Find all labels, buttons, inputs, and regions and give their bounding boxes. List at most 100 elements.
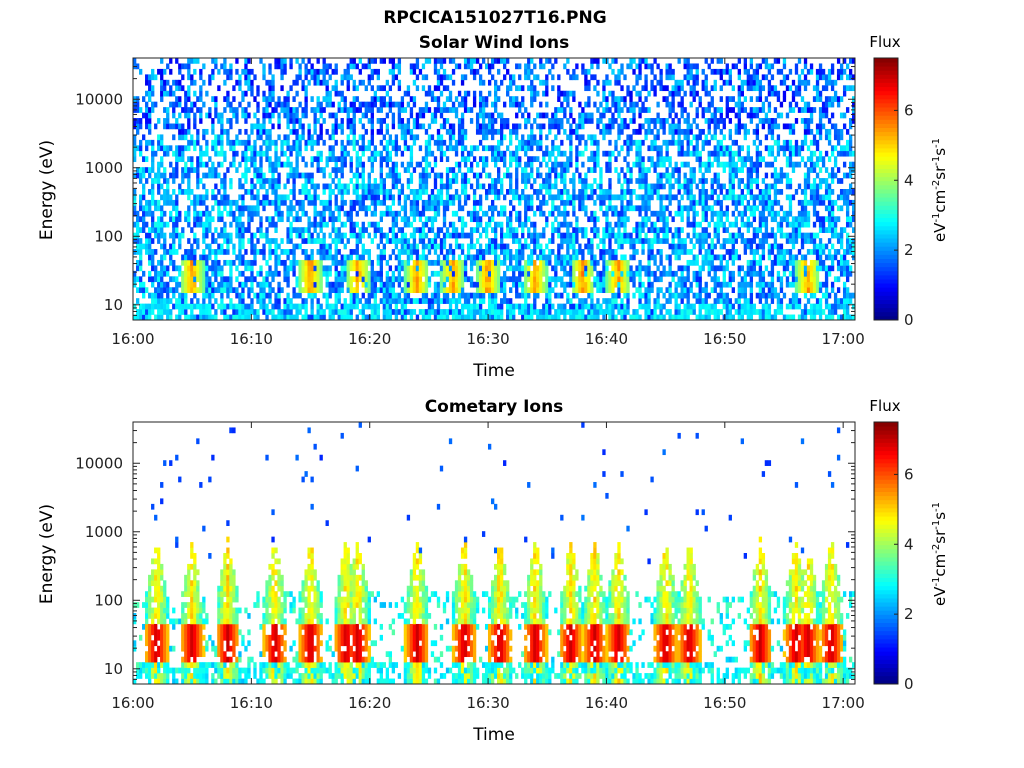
spectrogram-cell	[304, 210, 308, 217]
spectrogram-cell	[665, 227, 669, 233]
spectrogram-cell	[238, 79, 242, 86]
spectrogram-cell	[548, 156, 552, 163]
spectrogram-cell	[304, 145, 308, 152]
spectrogram-cell	[325, 254, 329, 261]
spectrogram-cell	[427, 243, 432, 250]
spectrogram-cell	[512, 254, 516, 261]
spectrogram-cell	[265, 216, 269, 223]
spectrogram-cell	[560, 167, 564, 173]
spectrogram-cell	[364, 249, 368, 255]
spectrogram-cell	[355, 243, 359, 250]
spectrogram-cell	[596, 309, 600, 315]
spectrogram-cell	[638, 74, 642, 81]
spectrogram-cell	[286, 309, 290, 315]
spectrogram-cell	[136, 238, 140, 244]
spectrogram-cell	[515, 134, 519, 141]
spectrogram-cell	[184, 303, 188, 310]
spectrogram-cell	[178, 292, 182, 299]
spectrogram-cell	[268, 139, 272, 146]
spectrogram-cell	[292, 96, 296, 102]
spectrogram-cell	[587, 183, 591, 190]
spectrogram-cell	[433, 270, 438, 277]
spectrogram-cell	[373, 292, 377, 299]
spectrogram-cell	[304, 303, 308, 310]
spectrogram-cell	[584, 276, 588, 283]
spectrogram-cell	[157, 145, 161, 152]
spectrogram-cell	[575, 276, 579, 283]
spectrogram-cell	[136, 309, 140, 315]
spectrogram-cell	[322, 189, 326, 195]
spectrogram-cell	[581, 254, 585, 261]
spectrogram-cell	[346, 139, 350, 146]
spectrogram-cell	[409, 276, 414, 283]
spectrogram-cell	[524, 118, 528, 124]
spectrogram-cell	[448, 221, 453, 228]
spectrogram-cell	[415, 243, 420, 250]
spectrogram-cell	[542, 194, 546, 201]
spectrogram-cell	[364, 205, 368, 212]
spectrogram-cell	[250, 232, 254, 239]
spectrogram-cell	[644, 107, 648, 113]
spectrogram-cell	[460, 276, 465, 283]
spectrogram-cell	[403, 249, 408, 255]
spectrogram-cell	[226, 128, 230, 135]
spectrogram-cell	[307, 276, 311, 283]
spectrogram-cell	[334, 227, 338, 233]
spectrogram-cell	[310, 270, 314, 277]
spectrogram-cell	[364, 270, 368, 277]
spectrogram-cell	[211, 167, 215, 173]
spectrogram-cell	[620, 259, 624, 266]
spectrogram-cell	[478, 199, 483, 206]
spectrogram-cell	[331, 167, 335, 173]
spectrogram-cell	[325, 281, 329, 288]
spectrogram-cell	[160, 276, 164, 283]
spectrogram-cell	[478, 270, 483, 277]
spectrogram-cell	[611, 265, 615, 272]
spectrogram-cell	[617, 210, 621, 217]
spectrogram-cell	[271, 161, 275, 168]
spectrogram-cell	[421, 238, 426, 244]
spectrogram-cell	[286, 238, 290, 244]
spectrogram-cell	[509, 254, 513, 261]
spectrogram-cell	[229, 199, 233, 206]
spectrogram-cell	[247, 292, 251, 299]
spectrogram-cell	[187, 128, 191, 135]
spectrogram-cell	[500, 150, 504, 157]
spectrogram-cell	[635, 101, 639, 108]
spectrogram-cell	[596, 58, 600, 64]
spectrogram-cell	[494, 314, 498, 321]
spectrogram-cell	[265, 139, 269, 146]
spectrogram-cell	[430, 216, 435, 223]
spectrogram-cell	[304, 85, 308, 92]
spectrogram-cell	[220, 63, 224, 70]
spectrogram-cell	[235, 68, 239, 75]
spectrogram-cell	[319, 101, 323, 108]
spectrogram-cell	[361, 112, 365, 119]
spectrogram-cell	[509, 314, 513, 321]
spectrogram-cell	[334, 259, 338, 266]
spectrogram-cell	[647, 292, 651, 299]
spectrogram-cell	[451, 68, 456, 75]
spectrogram-cell	[475, 259, 480, 266]
spectrogram-cell	[325, 276, 329, 283]
spectrogram-cell	[334, 112, 338, 119]
spectrogram-cell	[241, 172, 245, 179]
spectrogram-cell	[626, 292, 630, 299]
spectrogram-cell	[292, 112, 296, 119]
spectrogram-cell	[418, 287, 423, 294]
spectrogram-cell	[238, 183, 242, 190]
spectrogram-cell	[190, 298, 194, 304]
spectrogram-cell	[382, 145, 386, 152]
spectrogram-cell	[460, 101, 465, 108]
spectrogram-cell	[647, 276, 651, 283]
spectrogram-cell	[415, 210, 420, 217]
spectrogram-cell	[139, 227, 143, 233]
spectrogram-cell	[244, 90, 248, 97]
spectrogram-cell	[527, 309, 531, 315]
spectrogram-cell	[394, 292, 399, 299]
spectrogram-cell	[133, 210, 137, 217]
spectrogram-cell	[382, 96, 386, 102]
spectrogram-cell	[421, 178, 426, 184]
spectrogram-cell	[289, 232, 293, 239]
spectrogram-cell	[572, 210, 576, 217]
